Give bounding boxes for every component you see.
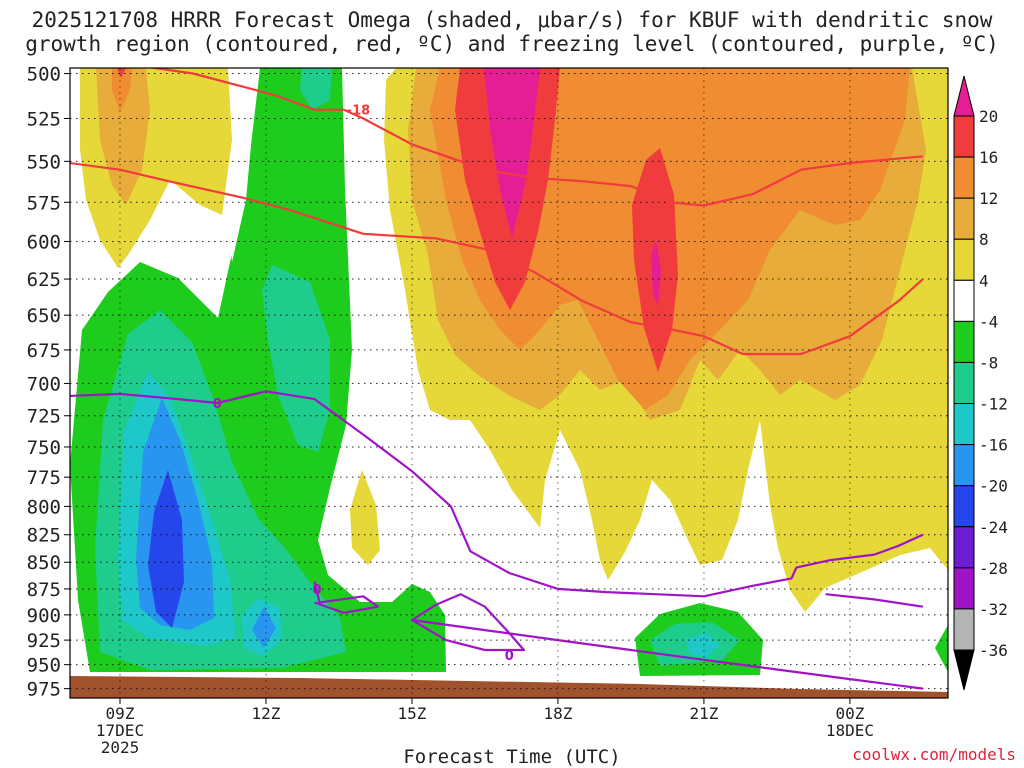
omega-region-orange-left [96, 68, 150, 205]
colorbar-swatch [953, 403, 975, 446]
colorbar-swatch [953, 238, 975, 281]
colorbar-swatch [953, 608, 975, 651]
y-tick-label: 675 [27, 340, 61, 362]
y-axis: 500 525 550 575 600 625 650 675 700 725 750 775 800 8… [27, 64, 70, 701]
x-tick-label: 15Z [398, 704, 427, 723]
y-tick-label: 775 [27, 467, 61, 489]
omega-region-teal-2 [262, 265, 330, 452]
colorbar-swatch [953, 526, 975, 569]
gridlines [70, 68, 948, 698]
omega-region-magenta-right [651, 240, 661, 305]
y-tick-label: 825 [27, 525, 61, 547]
colorbar-label: 8 [979, 230, 989, 249]
omega-region-magenta-main [484, 68, 540, 238]
y-tick-label: 975 [27, 679, 61, 701]
colorbar-label: -28 [979, 559, 1008, 578]
x-tick-label: 2025 [101, 738, 140, 757]
source-credit: coolwx.com/models [852, 745, 1016, 764]
y-tick-label: 700 [27, 373, 61, 395]
y-tick-label: 875 [27, 579, 61, 601]
y-tick-label: 600 [27, 231, 61, 253]
colorbar-label: 20 [979, 107, 998, 126]
contour-label: 0 [505, 649, 514, 664]
colorbar: 20 16 12 8 4 -4 -8 -12 -16 -20 -24 -28 -32 -36 [953, 75, 1008, 691]
y-tick-label: 850 [27, 552, 61, 574]
colorbar-label: -12 [979, 395, 1008, 414]
y-tick-label: 925 [27, 630, 61, 652]
contour--18-c-isotherm-upper- [147, 68, 924, 207]
contour-labels: -18 0 0 0 [213, 104, 514, 664]
omega-region-red-left [117, 68, 126, 78]
x-tick-label: 21Z [689, 704, 718, 723]
contour-0-c-freezing-level-surface- [825, 593, 924, 608]
contour-lines [70, 68, 924, 690]
colorbar-label: 12 [979, 189, 998, 208]
x-axis-title: Forecast Time (UTC) [403, 746, 621, 768]
y-tick-label: 500 [27, 64, 61, 86]
colorbar-label: -36 [979, 641, 1008, 660]
colorbar-under-triangle [953, 649, 975, 691]
omega-region-yellow-blob [350, 470, 380, 565]
contour--12-c-isotherm-lower- [70, 161, 924, 356]
colorbar-label: -24 [979, 518, 1008, 537]
x-tick-label: 18Z [543, 704, 572, 723]
colorbar-swatch [953, 444, 975, 487]
y-tick-label: 525 [27, 108, 61, 130]
omega-shading [70, 68, 948, 698]
colorbar-label: 4 [979, 271, 989, 290]
y-tick-label: 650 [27, 305, 61, 327]
y-tick-label: 800 [27, 496, 61, 518]
y-tick-label: 550 [27, 151, 61, 173]
y-tick-label: 750 [27, 437, 61, 459]
colorbar-swatch [953, 361, 975, 405]
omega-region-blue-2 [252, 606, 276, 648]
x-tick-label: 09Z [106, 704, 135, 723]
contour-0-c-freezing-level-lower- [410, 593, 924, 690]
omega-region-deeporange-left [112, 68, 132, 112]
colorbar-label: -32 [979, 600, 1008, 619]
x-tick-label: 12Z [252, 704, 281, 723]
y-tick-label: 900 [27, 605, 61, 627]
omega-region-white-gap [228, 68, 258, 262]
y-tick-label: 725 [27, 406, 61, 428]
colorbar-swatch [953, 567, 975, 610]
colorbar-over-triangle [953, 75, 975, 117]
omega-region-teal-3 [300, 68, 332, 110]
terrain-ground [70, 676, 948, 698]
x-tick-label: 17DEC [96, 721, 144, 740]
colorbar-label: -16 [979, 436, 1008, 455]
contour-0-c-freezing-level-upper- [70, 390, 924, 598]
colorbar-swatch [953, 156, 975, 199]
omega-region-dark-blue [148, 470, 184, 628]
colorbar-swatch [953, 279, 975, 322]
omega-region-cyan-3 [686, 632, 720, 658]
colorbar-swatch [953, 320, 975, 363]
x-tick-label: 18DEC [826, 721, 874, 740]
y-tick-label: 625 [27, 269, 61, 291]
colorbar-label: -8 [979, 353, 998, 372]
y-tick-label: 950 [27, 655, 61, 677]
contour-label: 0 [213, 397, 222, 412]
contour-label: -18 [347, 104, 371, 119]
x-tick-label: 00Z [835, 704, 864, 723]
colorbar-label: -4 [979, 312, 998, 331]
colorbar-swatch [953, 115, 975, 158]
colorbar-label: 16 [979, 148, 998, 167]
colorbar-swatch [953, 197, 975, 240]
chart-title-line-2: growth region (contoured, red, ºC) and f… [25, 32, 999, 56]
contour-label: 0 [313, 583, 322, 598]
colorbar-label: -20 [979, 477, 1008, 496]
colorbar-swatch [953, 485, 975, 528]
y-tick-label: 575 [27, 192, 61, 214]
contour-0-c-closed-contour [313, 581, 379, 614]
omega-region-green-edge [935, 625, 948, 672]
chart-title-line-1: 2025121708 HRRR Forecast Omega (shaded, … [31, 8, 993, 32]
